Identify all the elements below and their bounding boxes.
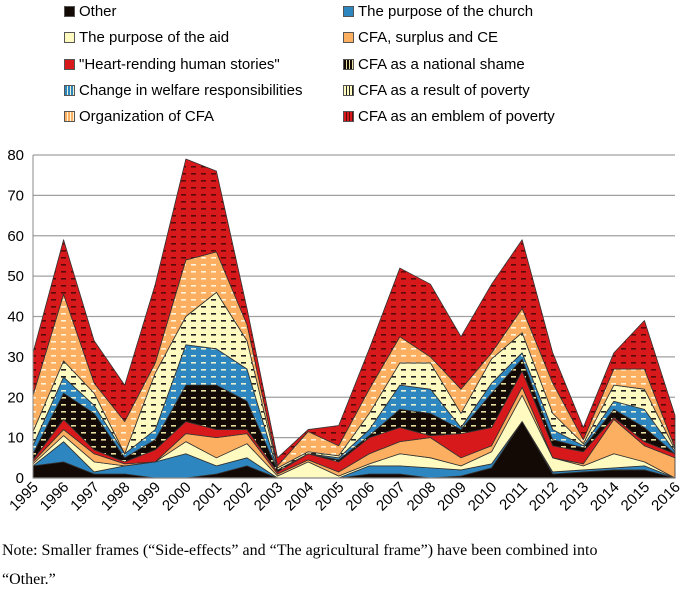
legend-swatch: [64, 58, 75, 70]
legend-item: CFA, surplus and CE: [343, 26, 498, 48]
legend-swatch: [64, 5, 75, 17]
y-tick-label: 10: [7, 430, 24, 447]
legend-item: CFA as an emblem of poverty: [343, 105, 555, 127]
x-tick-label: 2016: [648, 479, 684, 515]
x-tick-label: 1995: [6, 479, 42, 515]
legend-label: "Heart-rending human stories": [79, 55, 280, 73]
legend-label: CFA as an emblem of poverty: [358, 107, 555, 125]
x-tick-label: 2005: [312, 479, 348, 515]
legend-label: The purpose of the aid: [79, 28, 230, 46]
stacked-area-chart: 0102030405060708019951996199719981999200…: [6, 147, 684, 515]
x-tick-label: 2003: [251, 479, 287, 515]
x-tick-label: 2004: [281, 479, 317, 515]
x-tick-label: 1998: [98, 479, 134, 515]
legend-swatch: [343, 5, 354, 17]
legend-label: Organization of CFA: [79, 107, 215, 125]
y-tick-label: 0: [16, 470, 24, 487]
x-tick-label: 1996: [37, 479, 73, 515]
note-line-1: Note: Smaller frames (“Side-effects” and…: [2, 542, 598, 559]
x-tick-label: 2007: [373, 479, 409, 515]
legend-swatch: [64, 110, 75, 122]
legend-swatch: [64, 31, 75, 43]
x-tick-label: 2008: [404, 479, 440, 515]
legend-swatch: [343, 58, 354, 70]
legend-label: CFA, surplus and CE: [358, 28, 499, 46]
y-tick-label: 30: [7, 349, 24, 366]
legend-item: The purpose of the church: [343, 0, 533, 22]
x-tick-label: 2001: [190, 479, 226, 515]
x-tick-label: 2002: [220, 479, 256, 515]
legend-item: CFA as a national shame: [343, 53, 525, 75]
x-tick-label: 2015: [618, 479, 654, 515]
x-tick-label: 2011: [496, 479, 531, 514]
note-line-2: “Other.”: [2, 571, 56, 588]
legend-swatch: [343, 84, 354, 96]
legend-item: "Heart-rending human stories": [64, 53, 280, 75]
y-tick-label: 60: [7, 228, 24, 245]
legend-item: The purpose of the aid: [64, 26, 229, 48]
legend-label: The purpose of the church: [358, 2, 534, 20]
legend-swatch: [343, 110, 354, 122]
x-tick-label: 2010: [465, 479, 501, 515]
x-tick-label: 2006: [342, 479, 378, 515]
legend-swatch: [343, 31, 354, 43]
x-tick-label: 2014: [587, 479, 623, 515]
y-tick-label: 50: [7, 268, 24, 285]
legend-label: Change in welfare responsibilities: [79, 81, 303, 99]
area-layers: [32, 158, 676, 479]
y-tick-label: 20: [7, 389, 24, 406]
legend-item: Change in welfare responsibilities: [64, 79, 302, 101]
chart-legend: Other The purpose of the church The purpos…: [0, 0, 685, 128]
x-tick-label: 2000: [159, 479, 195, 515]
y-tick-label: 70: [7, 187, 24, 204]
y-tick-label: 80: [7, 147, 24, 164]
legend-item: CFA as a result of poverty: [343, 79, 530, 101]
x-tick-label: 1997: [67, 479, 103, 515]
legend-label: Other: [79, 2, 117, 20]
x-tick-label: 1999: [128, 479, 164, 515]
x-tick-label: 2012: [526, 479, 562, 515]
legend-label: CFA as a national shame: [358, 55, 525, 73]
y-tick-label: 40: [7, 309, 24, 326]
legend-item: Other: [64, 0, 117, 22]
legend-label: CFA as a result of poverty: [358, 81, 530, 99]
legend-swatch: [64, 84, 75, 96]
area-cfa-as-an-emblem-of-poverty: [32, 158, 676, 467]
x-tick-label: 2009: [434, 479, 470, 515]
legend-item: Organization of CFA: [64, 105, 214, 127]
x-tick-label: 2013: [556, 479, 592, 515]
